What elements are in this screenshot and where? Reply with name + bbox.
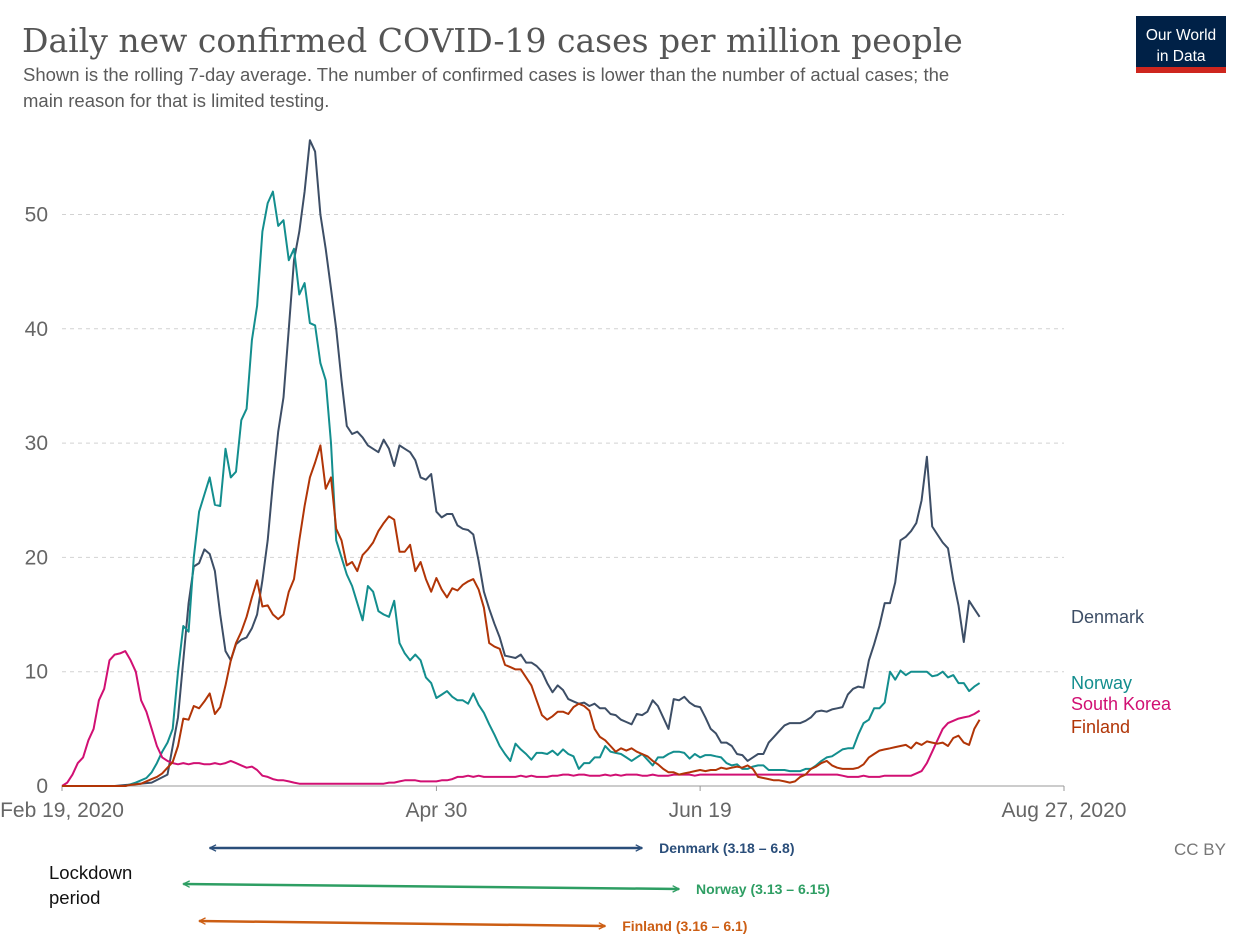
y-tick-label: 0	[36, 775, 48, 798]
logo-line-2: in Data	[1156, 48, 1205, 65]
y-tick-label: 20	[25, 546, 48, 569]
y-tick-label: 40	[25, 318, 48, 341]
x-tick-label: Apr 30	[405, 799, 467, 822]
chart-title: Daily new confirmed COVID-19 cases per m…	[22, 21, 963, 60]
x-axis: Feb 19, 2020 Apr 30 Jun 19 Aug 27, 2020	[0, 785, 1127, 822]
x-tick-label: Feb 19, 2020	[0, 799, 124, 822]
lockdown-label-line-2: period	[49, 887, 100, 908]
owid-logo[interactable]: Our World in Data	[1136, 16, 1226, 73]
logo-background	[1136, 16, 1226, 67]
x-tick-label: Aug 27, 2020	[1002, 799, 1127, 822]
series-line-finland[interactable]	[62, 444, 981, 787]
logo-accent-bar	[1136, 67, 1226, 73]
lockdown-arrow-norway	[183, 884, 679, 889]
y-tick-label: 10	[25, 661, 48, 684]
series-label-south-korea[interactable]: South Korea	[1071, 694, 1172, 714]
lockdown-text-denmark: Denmark (3.18 – 6.8)	[659, 840, 794, 856]
lockdown-periods: Denmark (3.18 – 6.8) Norway (3.13 – 6.15)…	[183, 840, 830, 934]
series-label-denmark[interactable]: Denmark	[1071, 607, 1145, 627]
series-label-norway[interactable]: Norway	[1071, 673, 1132, 693]
series-line-norway[interactable]	[62, 190, 981, 787]
series-label-finland[interactable]: Finland	[1071, 717, 1130, 737]
chart-subtitle-line-1: Shown is the rolling 7-day average. The …	[23, 64, 949, 85]
series-line-south-korea[interactable]	[61, 650, 981, 787]
series-line-denmark[interactable]	[62, 139, 981, 787]
lockdown-label-line-1: Lockdown	[49, 862, 132, 883]
lockdown-arrow-finland	[199, 921, 605, 926]
y-axis: 0 10 20 30 40 50	[25, 204, 48, 799]
gridlines	[62, 214, 1064, 673]
logo-line-1: Our World	[1146, 27, 1216, 44]
license-text[interactable]: CC BY	[1174, 840, 1226, 859]
series-lines	[61, 139, 981, 787]
chart-subtitle-line-2: main reason for that is limited testing.	[23, 90, 329, 111]
y-tick-label: 30	[25, 432, 48, 455]
y-tick-label: 50	[25, 204, 48, 227]
lockdown-text-finland: Finland (3.16 – 6.1)	[622, 918, 747, 934]
lockdown-text-norway: Norway (3.13 – 6.15)	[696, 881, 830, 897]
x-tick-label: Jun 19	[669, 799, 732, 822]
